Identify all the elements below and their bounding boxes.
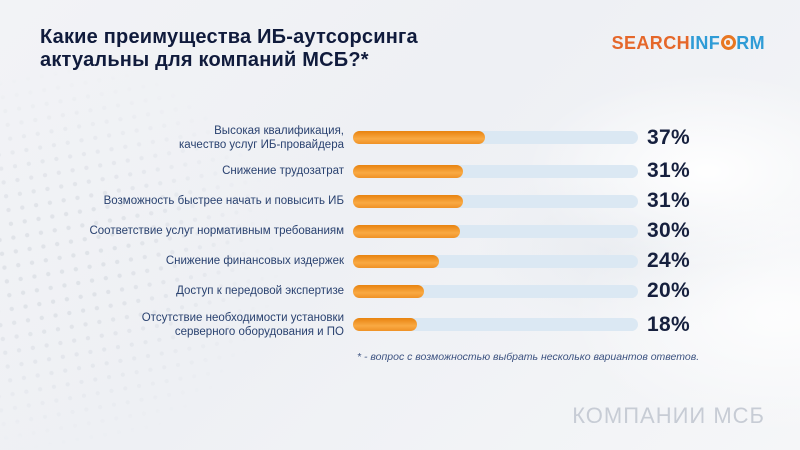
bar-track (353, 284, 638, 298)
bar-fill (353, 318, 418, 331)
bar-category-label: Отсутствие необходимости установки сервер… (141, 311, 344, 338)
bar-category-label: Соответствие услуг нормативным требовани… (89, 225, 344, 237)
chart-row: Высокая квалификация, качество услуг ИБ-п… (40, 119, 710, 156)
page-title: Какие преимущества ИБ-аутсорсинга актуаль… (40, 26, 418, 72)
bar-category-label: Возможность быстрее начать и повысить ИБ (103, 195, 344, 207)
footnote: * - вопрос с возможностью выбрать нескол… (357, 351, 700, 363)
bar-value-label: 20% (647, 279, 690, 302)
chart-row: Доступ к передовой экспертизе 20% (40, 276, 710, 306)
logo-text-search: SEARCH (611, 33, 690, 53)
bar-track (353, 194, 638, 208)
watermark-segment-label: КОМПАНИИ МСБ (572, 403, 765, 428)
bar-fill (353, 284, 425, 298)
bar-category-label: Высокая квалификация, качество услуг ИБ-п… (179, 124, 344, 151)
bar-fill (353, 254, 439, 268)
bar-category-label: Доступ к передовой экспертизе (176, 285, 344, 297)
bar-fill (353, 224, 460, 238)
bar-value-label: 37% (647, 125, 690, 149)
bar-chart: Высокая квалификация, качество услуг ИБ-п… (40, 119, 710, 343)
chart-row: Возможность быстрее начать и повысить ИБ… (40, 186, 710, 216)
searchinform-logo: SEARCHINF RM (612, 33, 765, 54)
bar-value-label: 31% (647, 189, 690, 212)
bar-track (353, 224, 638, 238)
bar-track (353, 164, 638, 178)
chart-row: Снижение финансовых издержек 24% (40, 246, 710, 276)
bar-track (353, 254, 638, 268)
logo-text-inf: INF (690, 33, 721, 53)
bar-fill (353, 194, 464, 208)
title-line-2: актуальны для компаний МСБ?* (40, 49, 369, 71)
bar-track (353, 131, 638, 144)
bar-category-label: Снижение финансовых издержек (165, 255, 344, 267)
logo-target-o-icon (720, 35, 736, 50)
bar-category-label: Снижение трудозатрат (222, 165, 344, 177)
bar-value-label: 18% (647, 312, 690, 336)
bar-value-label: 31% (647, 159, 690, 182)
bar-fill (353, 131, 485, 144)
chart-row: Снижение трудозатрат 31% (40, 156, 710, 186)
bar-value-label: 24% (647, 249, 690, 272)
title-line-1: Какие преимущества ИБ-аутсорсинга (40, 26, 418, 48)
logo-text-rm: RM (736, 33, 765, 53)
bar-fill (353, 164, 464, 178)
bar-track (353, 318, 638, 331)
chart-row: Соответствие услуг нормативным требовани… (40, 216, 710, 246)
logo-target-o-dot (725, 40, 731, 45)
chart-row: Отсутствие необходимости установки сервер… (40, 306, 710, 343)
bar-value-label: 30% (647, 219, 690, 242)
